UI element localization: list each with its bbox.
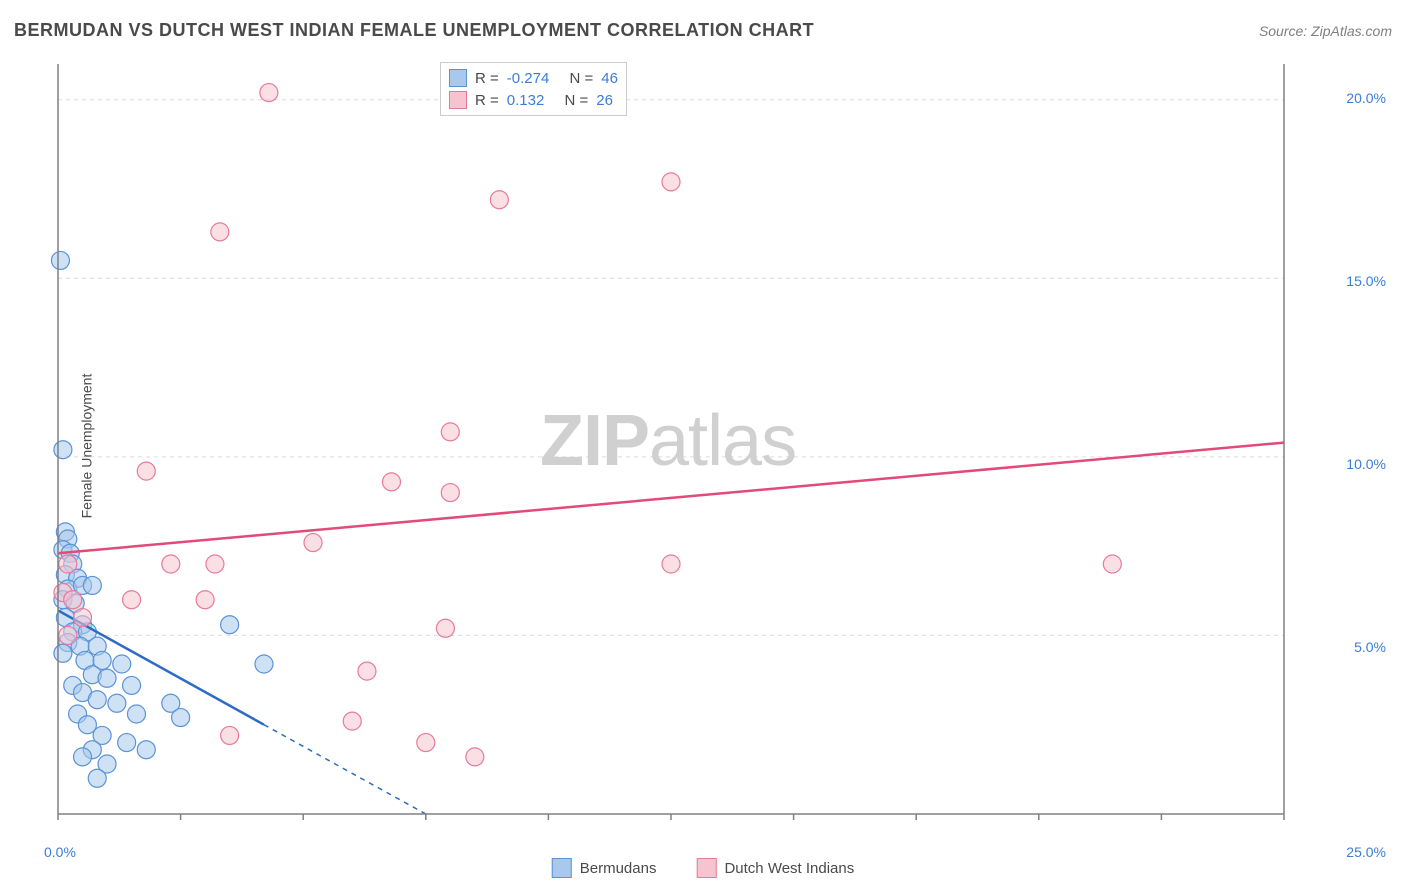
y-tick-15: 15.0%	[1346, 273, 1386, 289]
stats-n-val-2: 26	[596, 92, 613, 109]
y-tick-10: 10.0%	[1346, 456, 1386, 472]
legend-item-dutch: Dutch West Indians	[696, 858, 854, 878]
y-tick-20: 20.0%	[1346, 90, 1386, 106]
stats-row-1: R = -0.274 N = 46	[449, 67, 618, 89]
chart-area	[48, 60, 1344, 830]
legend-swatch-dutch	[696, 858, 716, 878]
stats-swatch-2	[449, 91, 467, 109]
legend-label-dutch: Dutch West Indians	[724, 860, 854, 877]
chart-source: Source: ZipAtlas.com	[1259, 23, 1392, 39]
x-tick-25: 25.0%	[1346, 844, 1386, 860]
stats-r-label-1: R =	[475, 70, 499, 87]
stats-swatch-1	[449, 69, 467, 87]
chart-header: BERMUDAN VS DUTCH WEST INDIAN FEMALE UNE…	[14, 20, 1392, 41]
stats-r-label-2: R =	[475, 92, 499, 109]
bottom-legend: Bermudans Dutch West Indians	[552, 858, 855, 878]
stats-r-val-1: -0.274	[507, 70, 550, 87]
stats-n-val-1: 46	[601, 70, 618, 87]
legend-swatch-bermudans	[552, 858, 572, 878]
x-tick-0: 0.0%	[44, 844, 76, 860]
chart-title: BERMUDAN VS DUTCH WEST INDIAN FEMALE UNE…	[14, 20, 814, 41]
stats-n-label-2: N =	[564, 92, 588, 109]
legend-item-bermudans: Bermudans	[552, 858, 657, 878]
stats-n-label-1: N =	[569, 70, 593, 87]
stats-box: R = -0.274 N = 46 R = 0.132 N = 26	[440, 62, 627, 116]
stats-r-val-2: 0.132	[507, 92, 545, 109]
stats-row-2: R = 0.132 N = 26	[449, 89, 618, 111]
legend-label-bermudans: Bermudans	[580, 860, 657, 877]
scatter-plot	[48, 60, 1344, 830]
y-tick-5: 5.0%	[1354, 639, 1386, 655]
